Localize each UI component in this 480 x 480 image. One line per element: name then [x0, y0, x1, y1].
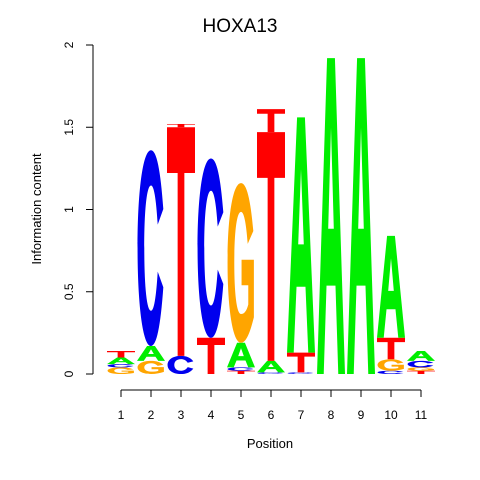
letter-G-pos-1 [107, 367, 134, 374]
x-tick-label: 7 [298, 408, 305, 422]
letter-T-pos-4 [197, 337, 225, 374]
letter-A-pos-2 [137, 346, 165, 361]
y-tick-label: 1.5 [62, 119, 76, 136]
letter-C-pos-11 [407, 360, 434, 368]
letter-G-pos-5 [227, 183, 254, 343]
y-axis: 0 0.5 1 1.5 2 [62, 41, 94, 377]
x-tick-label: 6 [268, 408, 275, 422]
x-axis-label: Position [247, 436, 293, 451]
letter-C-pos-7 [287, 372, 314, 374]
letter-T-pos-1 [107, 350, 135, 358]
letter-A-pos-1 [107, 357, 135, 365]
letter-C-pos-1 [107, 364, 134, 368]
letter-T-pos-6 [257, 132, 285, 361]
letter-A-pos-11 [407, 350, 435, 361]
y-tick-label: 2 [62, 41, 76, 48]
x-tick-label: 5 [238, 408, 245, 422]
letter-C-pos-10 [377, 370, 404, 374]
letter-A-pos-6 [257, 360, 285, 373]
letter-A-pos-7 [287, 117, 315, 353]
letter-A-pos-9 [347, 58, 375, 374]
x-tick-label: 10 [384, 408, 398, 422]
y-tick-label: 0.5 [62, 283, 76, 300]
letter-C-pos-5 [227, 367, 254, 371]
letter-C-pos-6 [257, 372, 284, 374]
x-tick-label: 3 [178, 408, 185, 422]
letter-A-pos-8 [317, 58, 345, 374]
letter-T-pos-5 [227, 370, 255, 374]
logo-letters [107, 58, 435, 374]
letter-T-pos-7 [287, 352, 315, 373]
letter-A-pos-10 [377, 235, 405, 338]
chart-title: HOXA13 [203, 16, 278, 37]
letter-G-pos-2 [137, 360, 164, 374]
y-tick-label: 0 [62, 370, 76, 377]
letter-G-pos-11 [407, 367, 434, 371]
letter-T-pos-11 [407, 370, 435, 374]
x-tick-label: 1 [118, 408, 125, 422]
y-tick-label: 1 [62, 206, 76, 213]
letter-T-pos-6 [257, 109, 285, 133]
x-tick-label: 8 [328, 408, 335, 422]
x-tick-label: 4 [208, 408, 215, 422]
letter-T-pos-3 [167, 123, 195, 128]
letter-C-pos-3 [167, 355, 194, 374]
letter-A-pos-5 [227, 342, 255, 368]
letter-C-pos-2 [137, 150, 164, 347]
x-tick-label: 2 [148, 408, 155, 422]
letter-T-pos-10 [377, 337, 405, 360]
letter-G-pos-10 [377, 359, 404, 371]
x-axis: 1 2 3 4 5 6 7 8 9 10 11 [118, 389, 428, 422]
x-tick-label: 11 [415, 408, 428, 422]
x-tick-label: 9 [358, 408, 365, 422]
y-axis-label: Information content [29, 153, 44, 265]
letter-C-pos-4 [197, 158, 224, 338]
letter-T-pos-3 [167, 127, 195, 356]
